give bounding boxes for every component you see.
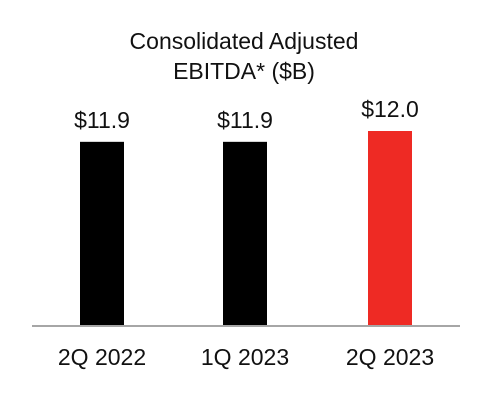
bars-group: [80, 131, 412, 326]
value-label-1: $11.9: [217, 107, 273, 133]
value-labels-group: $11.9 $11.9 $12.0: [74, 96, 419, 133]
value-label-2: $12.0: [361, 96, 419, 122]
chart-title-line-2: EBITDA* ($B): [173, 58, 315, 84]
bar-1: [223, 141, 267, 326]
category-label-2: 2Q 2023: [346, 344, 434, 370]
category-label-0: 2Q 2022: [58, 344, 146, 370]
category-labels-group: 2Q 2022 1Q 2023 2Q 2023: [58, 344, 434, 370]
chart-title: Consolidated Adjusted EBITDA* ($B): [130, 28, 359, 84]
value-label-0: $11.9: [74, 107, 130, 133]
chart-title-line-1: Consolidated Adjusted: [130, 28, 359, 54]
bar-2: [368, 131, 412, 326]
bar-0: [80, 141, 124, 326]
category-label-1: 1Q 2023: [201, 344, 289, 370]
